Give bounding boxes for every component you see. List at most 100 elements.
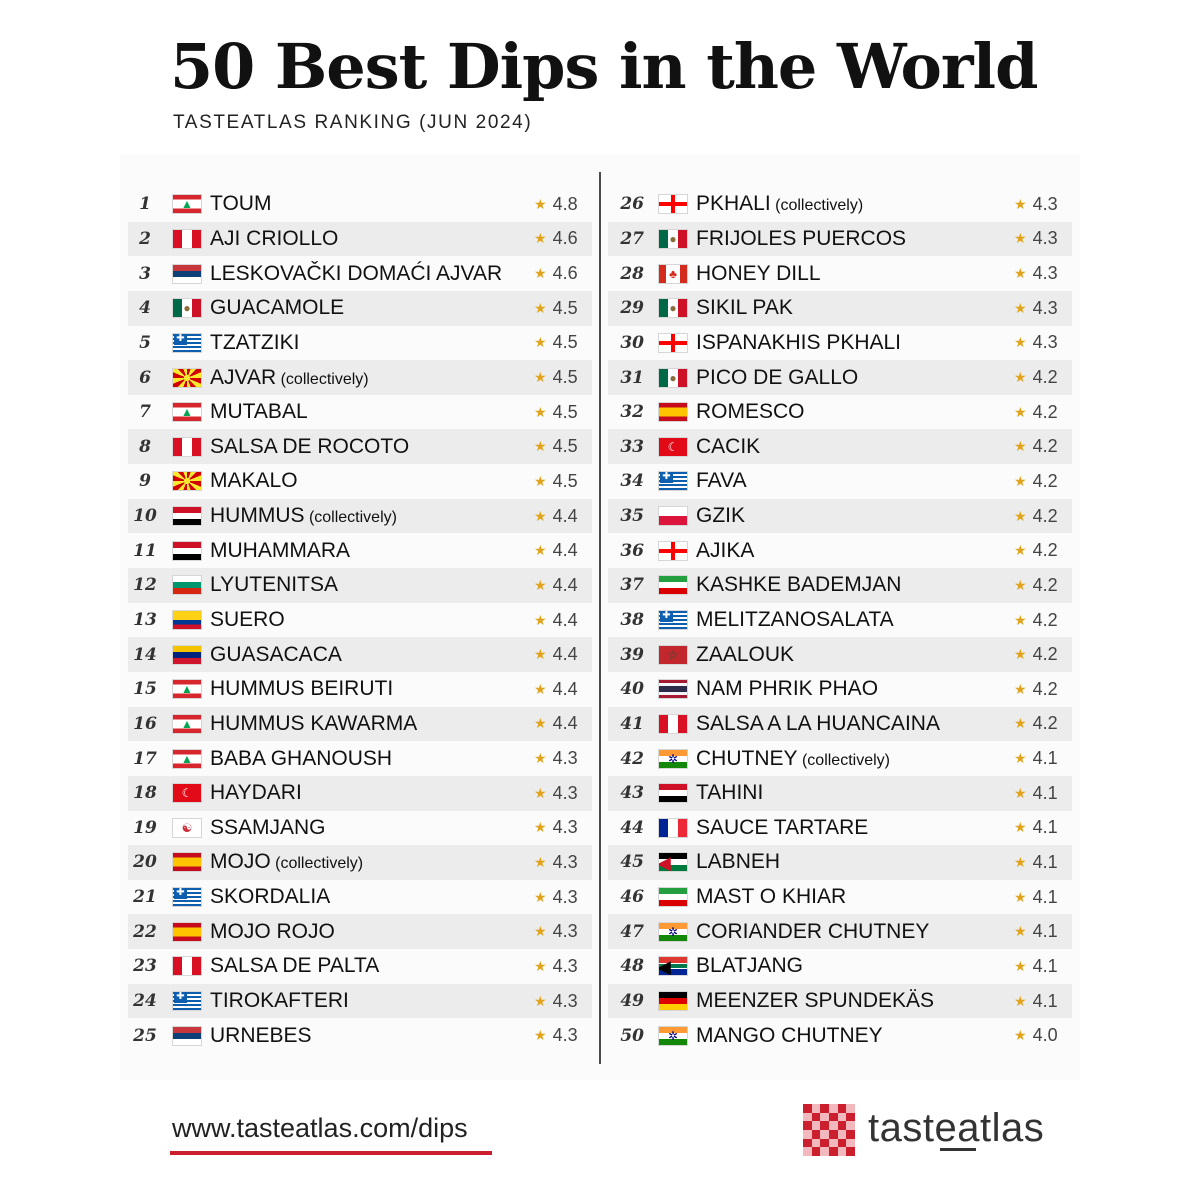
dish-name[interactable]: SKORDALIA [210,885,534,909]
dish-name[interactable]: HUMMUS (collectively) [210,504,534,528]
ranking-row[interactable]: 21 ✚ SKORDALIA ★ 4.3 [128,880,592,915]
ranking-row[interactable]: 11 MUHAMMARA ★ 4.4 [128,533,592,568]
ranking-row[interactable]: 38 ✚ MELITZANOSALATA ★ 4.2 [608,603,1072,638]
ranking-row[interactable]: 33 ☾ CACIK ★ 4.2 [608,429,1072,465]
ranking-row[interactable]: 7 ▲ MUTABAL ★ 4.5 [128,395,592,430]
dish-name[interactable]: MAKALO [210,469,534,493]
tasteatlas-logo-text[interactable]: tasteatlas [868,1106,1044,1151]
ranking-row[interactable]: 42 ✲ CHUTNEY (collectively) ★ 4.1 [608,741,1072,776]
ranking-row[interactable]: 44 SAUCE TARTARE ★ 4.1 [608,811,1072,846]
dish-name[interactable]: FAVA [696,469,1014,493]
ranking-row[interactable]: 49 MEENZER SPUNDEKÄS ★ 4.1 [608,983,1072,1019]
ranking-row[interactable]: 34 ✚ FAVA ★ 4.2 [608,464,1072,499]
dish-name[interactable]: FRIJOLES PUERCOS [696,227,1014,251]
ranking-row[interactable]: 37 KASHKE BADEMJAN ★ 4.2 [608,568,1072,603]
dish-name[interactable]: MELITZANOSALATA [696,608,1014,632]
ranking-row[interactable]: 9 MAKALO ★ 4.5 [128,464,592,499]
dish-name[interactable]: BLATJANG [696,954,1014,978]
dish-name[interactable]: TOUM [210,192,534,216]
dish-name[interactable]: MUTABAL [210,400,534,424]
ranking-row[interactable]: 50 ✲ MANGO CHUTNEY ★ 4.0 [608,1018,1072,1053]
ranking-row[interactable]: 39 ☆ ZAALOUK ★ 4.2 [608,637,1072,672]
ranking-row[interactable]: 27 ● FRIJOLES PUERCOS ★ 4.3 [608,221,1072,257]
ranking-row[interactable]: 17 ▲ BABA GHANOUSH ★ 4.3 [128,741,592,776]
ranking-row[interactable]: 25 URNEBES ★ 4.3 [128,1018,592,1053]
footer-link[interactable]: www.tasteatlas.com/dips [172,1113,468,1143]
ranking-row[interactable]: 41 SALSA A LA HUANCAINA ★ 4.2 [608,706,1072,742]
dish-name[interactable]: SALSA A LA HUANCAINA [696,712,1014,736]
dish-name[interactable]: MOJO (collectively) [210,850,534,874]
ranking-row[interactable]: 6 AJVAR (collectively) ★ 4.5 [128,360,592,395]
ranking-row[interactable]: 20 MOJO (collectively) ★ 4.3 [128,845,592,880]
dish-name[interactable]: MEENZER SPUNDEKÄS [696,989,1014,1013]
dish-name[interactable]: LABNEH [696,850,1014,874]
dish-name[interactable]: ISPANAKHIS PKHALI [696,331,1014,355]
ranking-row[interactable]: 28 ♣ HONEY DILL ★ 4.3 [608,256,1072,291]
ranking-row[interactable]: 31 ● PICO DE GALLO ★ 4.2 [608,360,1072,395]
dish-name[interactable]: GZIK [696,504,1014,528]
dish-name[interactable]: NAM PHRIK PHAO [696,677,1014,701]
dish-name[interactable]: LESKOVAČKI DOMAĆI AJVAR [210,262,534,286]
ranking-row[interactable]: 14 GUASACACA ★ 4.4 [128,637,592,672]
dish-name[interactable]: SUERO [210,608,534,632]
ranking-row[interactable]: 40 NAM PHRIK PHAO ★ 4.2 [608,672,1072,707]
dish-name[interactable]: TAHINI [696,781,1014,805]
dish-name[interactable]: LYUTENITSA [210,573,534,597]
dish-name[interactable]: SALSA DE PALTA [210,954,534,978]
dish-name[interactable]: HUMMUS KAWARMA [210,712,534,736]
ranking-row[interactable]: 4 ● GUACAMOLE ★ 4.5 [128,290,592,326]
ranking-row[interactable]: 19 ☯ SSAMJANG ★ 4.3 [128,811,592,846]
dish-name[interactable]: GUACAMOLE [210,296,534,320]
dish-name[interactable]: AJIKA [696,539,1014,563]
ranking-row[interactable]: 3 LESKOVAČKI DOMAĆI AJVAR ★ 4.6 [128,256,592,291]
ranking-row[interactable]: 30 ISPANAKHIS PKHALI ★ 4.3 [608,326,1072,361]
dish-name[interactable]: ROMESCO [696,400,1014,424]
ranking-row[interactable]: 22 MOJO ROJO ★ 4.3 [128,914,592,950]
dish-name[interactable]: CACIK [696,435,1014,459]
ranking-row[interactable]: 12 LYUTENITSA ★ 4.4 [128,568,592,603]
dish-name[interactable]: URNEBES [210,1024,534,1048]
dish-name[interactable]: GUASACACA [210,643,534,667]
ranking-row[interactable]: 8 SALSA DE ROCOTO ★ 4.5 [128,429,592,465]
dish-name[interactable]: AJI CRIOLLO [210,227,534,251]
ranking-row[interactable]: 45 ◀ LABNEH ★ 4.1 [608,845,1072,880]
ranking-row[interactable]: 26 PKHALI (collectively) ★ 4.3 [608,187,1072,222]
dish-name[interactable]: KASHKE BADEMJAN [696,573,1014,597]
dish-name[interactable]: SALSA DE ROCOTO [210,435,534,459]
dish-name[interactable]: ZAALOUK [696,643,1014,667]
ranking-row[interactable]: 47 ✲ CORIANDER CHUTNEY ★ 4.1 [608,914,1072,950]
dish-name[interactable]: HONEY DILL [696,262,1014,286]
dish-name[interactable]: CHUTNEY (collectively) [696,747,1014,771]
ranking-row[interactable]: 29 ● SIKIL PAK ★ 4.3 [608,290,1072,326]
dish-name[interactable]: MANGO CHUTNEY [696,1024,1014,1048]
ranking-row[interactable]: 32 ROMESCO ★ 4.2 [608,395,1072,430]
dish-name[interactable]: MUHAMMARA [210,539,534,563]
ranking-row[interactable]: 35 GZIK ★ 4.2 [608,498,1072,534]
dish-name[interactable]: SSAMJANG [210,816,534,840]
dish-name[interactable]: BABA GHANOUSH [210,747,534,771]
dish-name[interactable]: CORIANDER CHUTNEY [696,920,1014,944]
ranking-row[interactable]: 18 ☾ HAYDARI ★ 4.3 [128,775,592,811]
ranking-row[interactable]: 5 ✚ TZATZIKI ★ 4.5 [128,326,592,361]
ranking-row[interactable]: 23 SALSA DE PALTA ★ 4.3 [128,949,592,984]
dish-name[interactable]: MAST O KHIAR [696,885,1014,909]
ranking-row[interactable]: 13 SUERO ★ 4.4 [128,603,592,638]
dish-name[interactable]: TZATZIKI [210,331,534,355]
dish-name[interactable]: TIROKAFTERI [210,989,534,1013]
dish-name[interactable]: SAUCE TARTARE [696,816,1014,840]
ranking-row[interactable]: 43 TAHINI ★ 4.1 [608,775,1072,811]
ranking-row[interactable]: 46 MAST O KHIAR ★ 4.1 [608,880,1072,915]
ranking-row[interactable]: 16 ▲ HUMMUS KAWARMA ★ 4.4 [128,706,592,742]
ranking-row[interactable]: 2 AJI CRIOLLO ★ 4.6 [128,221,592,257]
dish-name[interactable]: PICO DE GALLO [696,366,1014,390]
ranking-row[interactable]: 10 HUMMUS (collectively) ★ 4.4 [128,498,592,534]
dish-name[interactable]: MOJO ROJO [210,920,534,944]
ranking-row[interactable]: 1 ▲ TOUM ★ 4.8 [128,187,592,222]
ranking-row[interactable]: 15 ▲ HUMMUS BEIRUTI ★ 4.4 [128,672,592,707]
ranking-row[interactable]: 24 ✚ TIROKAFTERI ★ 4.3 [128,983,592,1019]
ranking-row[interactable]: 48 ◀ BLATJANG ★ 4.1 [608,949,1072,984]
dish-name[interactable]: PKHALI (collectively) [696,192,1014,216]
dish-name[interactable]: AJVAR (collectively) [210,366,534,390]
ranking-row[interactable]: 36 AJIKA ★ 4.2 [608,533,1072,568]
dish-name[interactable]: HUMMUS BEIRUTI [210,677,534,701]
